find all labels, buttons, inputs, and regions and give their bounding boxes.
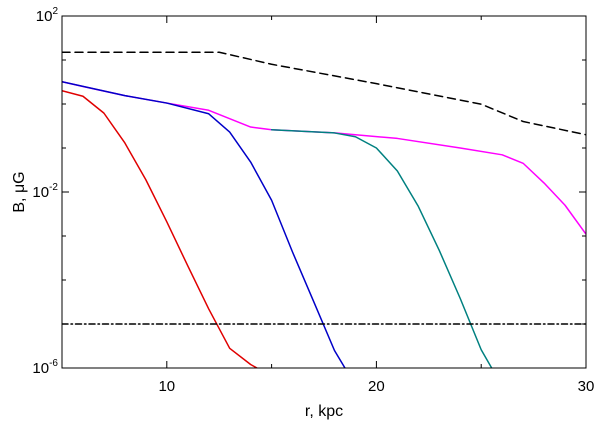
plot-frame: [61, 15, 587, 369]
series-line-5: [62, 90, 258, 368]
y-tick-label-exponent: 2: [52, 6, 58, 17]
y-axis-label-unit: G: [11, 171, 28, 183]
y-axis-label: B, μG: [11, 171, 28, 212]
y-tick-label: 10-2: [32, 182, 58, 201]
series-line-4: [270, 128, 493, 368]
series-line-3: [62, 81, 346, 368]
y-tick-label-base: 10: [32, 360, 49, 377]
y-tick-label-exponent: -6: [49, 358, 58, 369]
x-tick-label: 10: [158, 378, 175, 395]
series-line-2: [62, 81, 586, 235]
x-axis-label: r, kpc: [305, 403, 343, 420]
axis-ticks: [61, 15, 587, 369]
y-tick-label-base: 10: [32, 184, 49, 201]
y-tick-label: 10-6: [32, 358, 58, 377]
y-axis-label-base: B,: [11, 193, 28, 213]
y-tick-label: 102: [36, 6, 59, 25]
y-axis-label-prefix: μ: [11, 184, 28, 193]
y-tick-label-exponent: -2: [49, 182, 58, 193]
x-tick-label: 30: [578, 378, 595, 395]
series-line-1: [62, 51, 586, 136]
chart-series-group: [62, 51, 586, 368]
y-tick-label-base: 10: [36, 8, 53, 25]
x-tick-label: 20: [368, 378, 385, 395]
